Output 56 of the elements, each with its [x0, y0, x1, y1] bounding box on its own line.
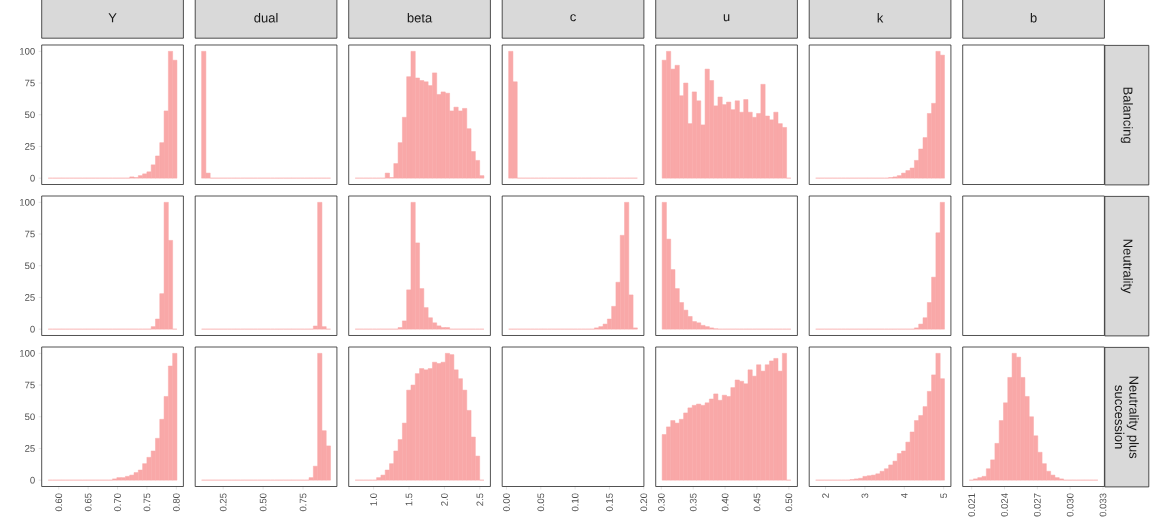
chart-title: dual: [254, 12, 278, 23]
x-tick-label: 0.030: [1066, 493, 1074, 517]
chart-title: c: [570, 14, 576, 22]
x-tick-label: 0.00: [503, 493, 510, 512]
x-tick-label: 1.5: [405, 493, 413, 506]
x-tick-label: 0.45: [753, 493, 761, 512]
x-tick-label: 0.20: [640, 493, 648, 512]
x-tick-label: 2.5: [476, 493, 484, 506]
y-tick-label: 50: [24, 262, 35, 270]
x-tick-label: 0.30: [657, 493, 665, 512]
y-tick-label: 100: [20, 349, 35, 357]
x-tick-label: 0.50: [259, 493, 267, 512]
y-tick-label: 50: [24, 413, 35, 421]
x-tick-label: 0.75: [143, 493, 151, 512]
y-tick-label: 75: [25, 79, 35, 87]
x-tick-label: 0.35: [689, 493, 697, 512]
x-tick-label: 0.024: [1001, 493, 1008, 517]
x-tick-label: 0.75: [299, 493, 307, 512]
y-tick-label: 50: [24, 111, 35, 119]
y-tick-label: 100: [20, 198, 35, 206]
x-tick-label: 0.05: [537, 493, 545, 512]
y-tick-label: 75: [25, 381, 35, 389]
x-tick-label: 0.80: [172, 493, 180, 512]
x-tick-label: 0.50: [785, 493, 793, 512]
y-tick-label: 0: [30, 325, 35, 333]
chart-title: b: [1030, 12, 1037, 23]
y-tick-label: 25: [25, 143, 35, 150]
x-tick-label: 5: [940, 493, 947, 498]
y2-axis-title: Neutrality plus succession: [1114, 376, 1139, 459]
x-tick-label: 0.65: [84, 493, 92, 512]
y-tick-label: 0: [30, 476, 35, 484]
x-tick-label: 2: [822, 493, 829, 498]
x-tick-label: 0.15: [606, 493, 613, 512]
y2-axis-title: Neutrality: [1120, 239, 1133, 294]
y-tick-label: 75: [25, 230, 35, 238]
chart-title: Y: [108, 13, 117, 23]
y-tick-label: 0: [30, 174, 35, 182]
x-tick-label: 3: [861, 493, 869, 498]
x-tick-label: 0.033: [1099, 493, 1107, 517]
chart-title: k: [877, 12, 884, 23]
x-tick-label: 0.70: [114, 493, 121, 512]
chart-title: beta: [407, 12, 433, 23]
x-tick-label: 0.021: [968, 493, 976, 517]
x-tick-label: 2.0: [441, 493, 448, 506]
x-tick-label: 0.027: [1033, 493, 1041, 517]
x-tick-label: 0.25: [219, 493, 227, 512]
x-tick-label: 0.10: [571, 493, 579, 512]
x-tick-label: 0.60: [55, 493, 63, 512]
y2-axis-title: Balancing: [1120, 87, 1133, 143]
x-tick-label: 0.40: [721, 493, 729, 512]
x-tick-label: 1.0: [370, 493, 377, 506]
y-tick-label: 25: [25, 445, 35, 452]
x-tick-label: 4: [901, 493, 908, 499]
chart-title: u: [723, 14, 730, 22]
y-tick-label: 25: [25, 294, 35, 301]
y-tick-label: 100: [20, 47, 35, 55]
